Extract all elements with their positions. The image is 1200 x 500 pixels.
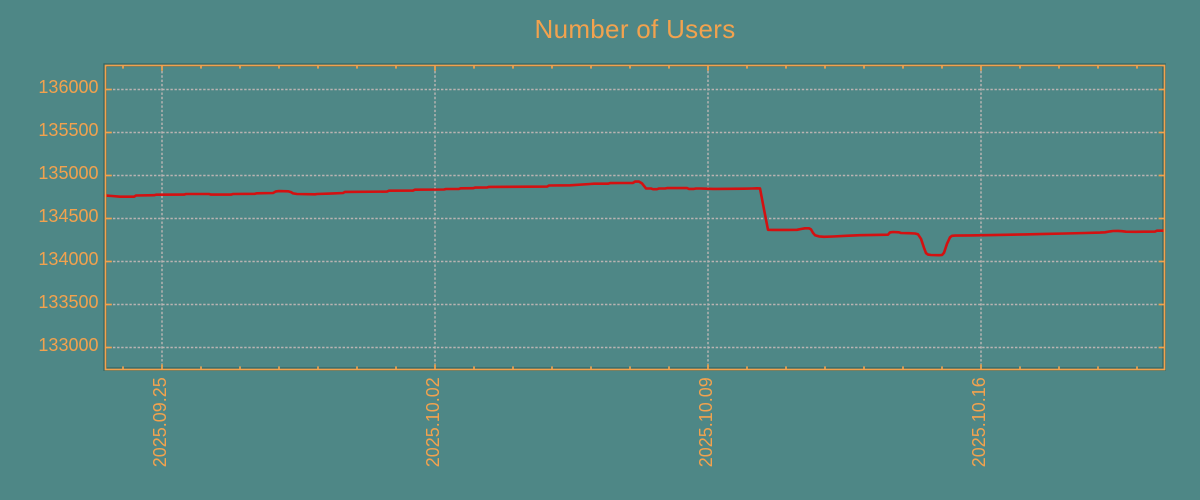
svg-text:2025.09.25: 2025.09.25 [150, 377, 170, 467]
svg-text:133000: 133000 [38, 335, 98, 355]
svg-text:133500: 133500 [38, 292, 98, 312]
svg-text:135000: 135000 [38, 163, 98, 183]
svg-text:134500: 134500 [38, 206, 98, 226]
svg-text:2025.10.02: 2025.10.02 [423, 377, 443, 467]
svg-text:2025.10.09: 2025.10.09 [696, 377, 716, 467]
svg-text:135500: 135500 [38, 120, 98, 140]
svg-text:Number of Users: Number of Users [535, 14, 736, 44]
svg-text:134000: 134000 [38, 249, 98, 269]
svg-text:136000: 136000 [38, 77, 98, 97]
svg-text:2025.10.16: 2025.10.16 [969, 377, 989, 467]
